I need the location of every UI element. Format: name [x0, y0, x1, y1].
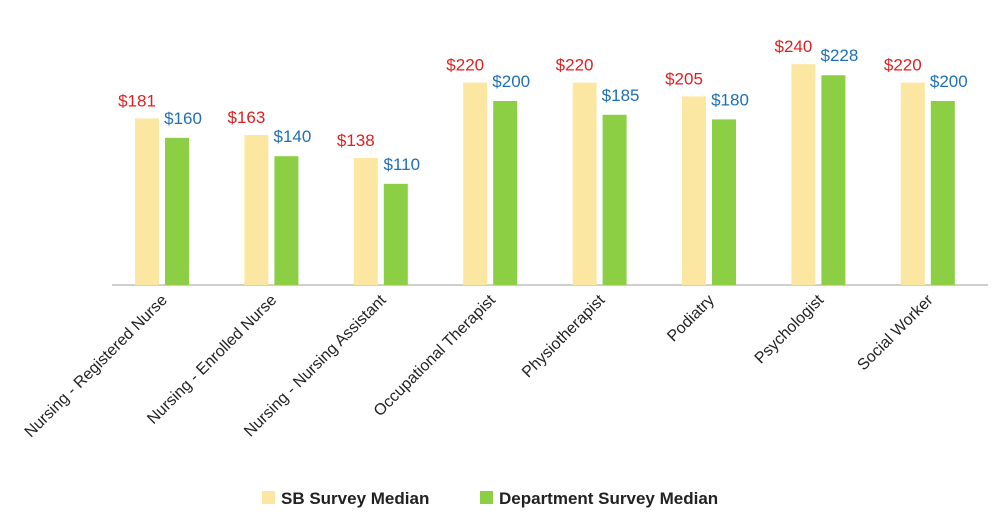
bar-sb-7	[900, 82, 925, 285]
bar-department-6	[821, 75, 846, 286]
category-label-1: Nursing - Enrolled Nurse	[144, 292, 280, 428]
bar-department-5	[712, 119, 736, 286]
bar-sb-6	[791, 64, 816, 285]
category-label-3: Occupational Therapist	[371, 291, 500, 420]
bar-department-1	[274, 156, 299, 285]
bar-department-2	[383, 183, 408, 285]
value-label-sb-5: $205	[665, 69, 703, 88]
bar-department-4	[602, 114, 627, 285]
value-label-department-4: $185	[602, 86, 640, 105]
legend-swatch-department	[480, 491, 493, 504]
category-label-5: Podiatry	[664, 292, 718, 346]
bar-sb-3	[463, 82, 488, 285]
category-label-6: Psychologist	[752, 291, 828, 367]
bar-sb-5	[682, 96, 706, 286]
value-label-sb-4: $220	[556, 56, 594, 75]
value-label-department-0: $160	[164, 109, 202, 128]
bar-sb-2	[353, 158, 378, 285]
bar-sb-1	[244, 135, 269, 285]
value-label-sb-6: $240	[774, 37, 812, 56]
value-label-sb-3: $220	[446, 56, 484, 75]
category-label-7: Social Worker	[854, 291, 937, 374]
value-label-sb-2: $138	[337, 131, 375, 150]
category-label-4: Physiotherapist	[519, 291, 609, 381]
value-label-department-2: $110	[384, 155, 421, 174]
bars-layer	[135, 64, 955, 286]
bar-department-7	[930, 101, 955, 285]
legend-label-department: Department Survey Median	[499, 489, 718, 508]
value-label-department-5: $180	[711, 90, 749, 109]
value-label-department-7: $200	[930, 72, 968, 91]
bar-sb-4	[572, 82, 597, 285]
value-label-sb-1: $163	[227, 108, 265, 127]
value-label-sb-7: $220	[884, 56, 922, 75]
bar-department-3	[493, 101, 518, 285]
legend-label-sb: SB Survey Median	[281, 489, 429, 508]
value-label-sb-0: $181	[118, 91, 156, 110]
bar-sb-0	[135, 118, 159, 285]
value-label-department-6: $228	[820, 46, 858, 65]
value-label-department-3: $200	[492, 72, 530, 91]
value-labels-layer: $181 $160 $163 $140 $138 $110 $220 $200 $220 $185…	[118, 37, 968, 174]
bar-department-0	[165, 137, 189, 285]
legend-swatch-sb	[262, 491, 275, 504]
value-label-department-1: $140	[273, 127, 311, 146]
legend: SB Survey Median Department Survey Median	[262, 489, 718, 508]
